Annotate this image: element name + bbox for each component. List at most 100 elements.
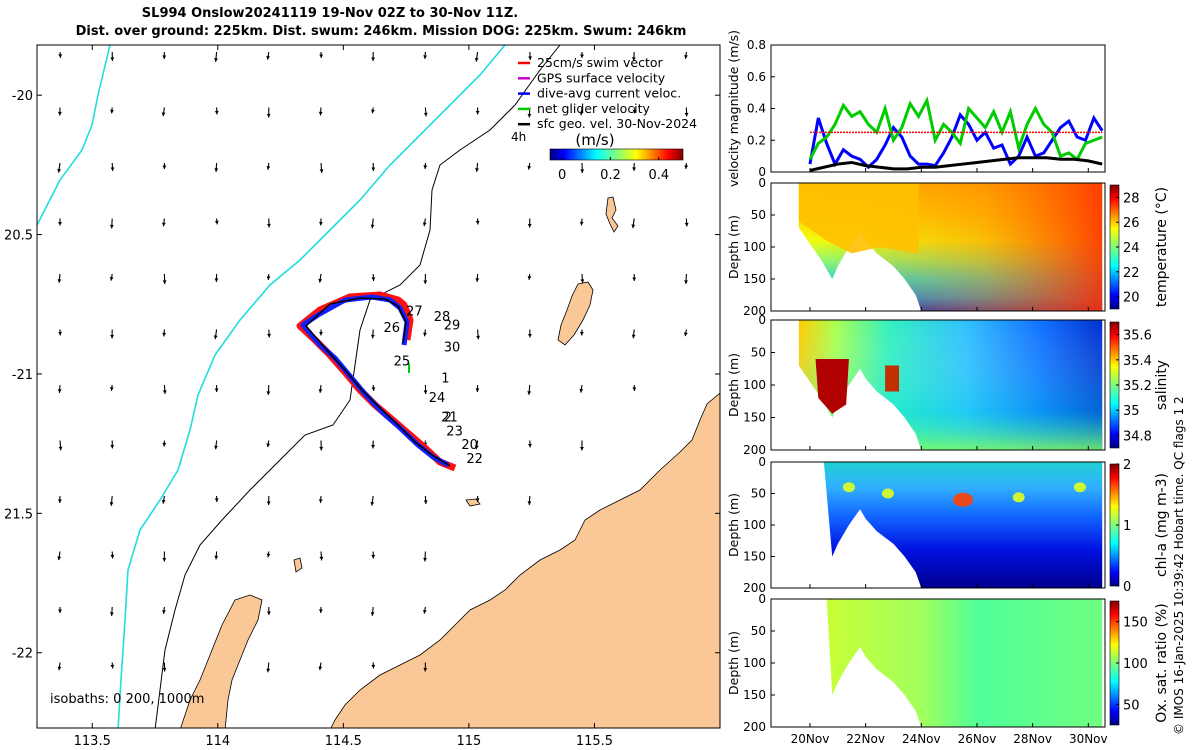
colorbar-tick-label: 2 xyxy=(1123,458,1131,473)
legend-entry: net glider velocity xyxy=(518,101,651,116)
velocity-arrow xyxy=(318,662,323,671)
velocity-arrow xyxy=(631,329,636,339)
depth-axis-label: Depth (m) xyxy=(726,215,741,279)
time-tick-label: 24Nov xyxy=(902,732,941,746)
velocity-arrow xyxy=(266,440,271,448)
time-series-panels: 0 0.2 0.4 0.6 0.8 velocity magnitude (m/s) 0 50… xyxy=(726,30,1170,746)
velocity-arrow xyxy=(474,440,479,450)
velocity-arrow xyxy=(579,107,584,116)
colorbar-tick-label: 34.8 xyxy=(1123,429,1152,444)
isobath-200m xyxy=(154,45,561,728)
velocity-arrow xyxy=(58,51,63,58)
legend-label: dive-avg current veloc. xyxy=(537,86,681,101)
glider-path-line xyxy=(305,297,451,467)
velocity-arrow xyxy=(684,218,689,227)
velocity-arrow xyxy=(58,440,63,451)
velocity-arrow xyxy=(214,273,219,283)
velocity-arrow xyxy=(214,384,219,393)
velocity-arrow xyxy=(684,162,689,169)
velocity-arrow xyxy=(162,551,167,562)
velocity-arrow xyxy=(423,329,427,337)
velocity-arrow xyxy=(110,440,115,449)
legend-label: GPS surface velocity xyxy=(537,70,666,85)
colorbar-tick-label: 0 xyxy=(1123,580,1131,595)
velocity-arrow xyxy=(580,273,585,283)
small-island-3 xyxy=(293,557,303,573)
map-x-tick-label: 114.5 xyxy=(325,734,362,749)
copyright-note: © IMOS 16-Jan-2025 10:39:42 Hobart time.… xyxy=(1172,396,1186,735)
small-island-cluster xyxy=(605,196,619,233)
chlorophyll-maximum-patch xyxy=(842,482,855,493)
velocity-arrow xyxy=(371,551,376,559)
map-y-tick-label: -22 xyxy=(12,647,33,662)
velocity-arrow xyxy=(528,51,532,60)
colorbar-tick-label: 22 xyxy=(1123,266,1140,281)
velocity-y-tick-label: 0.8 xyxy=(747,38,766,52)
track-day-label: 28 xyxy=(434,310,451,325)
velocity-arrow xyxy=(214,551,219,560)
colorbar-tick-label: 100 xyxy=(1123,657,1148,672)
velocity-arrow xyxy=(683,329,688,337)
depth-tick-label: 100 xyxy=(743,518,766,532)
legend-entry: sfc geo. vel. 30-Nov-2024 xyxy=(518,116,697,131)
velocity-arrow xyxy=(266,162,271,170)
depth-tick-label: 0 xyxy=(758,313,766,327)
velocity-arrow xyxy=(162,163,167,169)
depth-tick-label: 50 xyxy=(751,208,766,222)
velocity-arrow xyxy=(370,107,375,114)
depth-tick-label: 150 xyxy=(743,688,766,702)
velocity-arrow xyxy=(370,218,375,229)
track-day-label: 23 xyxy=(446,424,463,439)
velocity-arrow xyxy=(423,551,427,562)
velocity-arrow xyxy=(579,329,584,336)
chl-a-section-panel: 0 50 100 150 200 Depth (m) 0 1 2 chl-a (mg m-3) xyxy=(726,455,1170,595)
salinity-high-patch xyxy=(815,359,849,414)
velocity-arrow xyxy=(476,329,481,340)
velocity-arrow xyxy=(423,384,428,395)
track-day-label: 24 xyxy=(429,391,446,406)
oxygen-colorbar-label: Ox. sat. ratio (%) xyxy=(1154,603,1170,722)
velocity-arrow xyxy=(632,384,637,392)
velocity-y-tick-label: 0.4 xyxy=(747,102,766,116)
velocity-arrow xyxy=(684,273,688,284)
chart-title-line-1: SL994 Onslow20241119 19-Nov 02Z to 30-No… xyxy=(141,6,519,21)
mainland-landmass xyxy=(330,392,720,728)
velocity-arrow xyxy=(527,329,532,338)
scale-label: 4h xyxy=(511,130,526,144)
velocity-arrow xyxy=(214,107,219,115)
velocity-arrow xyxy=(527,273,532,280)
velocity-arrow xyxy=(57,162,62,173)
velocity-arrow xyxy=(371,273,376,281)
velocity-arrow xyxy=(371,662,376,669)
time-tick-label: 28Nov xyxy=(1013,732,1052,746)
depth-tick-label: 200 xyxy=(743,304,766,318)
colorbar-title: (m/s) xyxy=(575,131,614,149)
velocity-arrow xyxy=(109,384,114,391)
depth-tick-label: 150 xyxy=(743,272,766,286)
oxygen-section-panel: 0 50 100 150 200 Depth (m) 50 100 150 Ox. sat. ra… xyxy=(726,592,1170,734)
velocity-arrow xyxy=(57,384,62,393)
colorbar-tick-label: 24 xyxy=(1123,241,1140,256)
map-x-tick-label: 115.5 xyxy=(576,734,613,749)
chlorophyll-maximum-patch xyxy=(1073,482,1086,493)
depth-tick-label: 150 xyxy=(743,411,766,425)
depth-tick-label: 100 xyxy=(743,240,766,254)
velocity-arrow xyxy=(319,329,323,336)
time-axis: 20Nov 22Nov 24Nov 26Nov 28Nov 30Nov xyxy=(791,168,1108,746)
velocity-arrow xyxy=(109,218,114,229)
velocity-arrow xyxy=(110,107,114,114)
glider-track xyxy=(296,291,457,472)
velocity-arrow xyxy=(57,662,62,671)
velocity-arrow xyxy=(161,107,166,117)
colorbar-tick-label: 1 xyxy=(1123,519,1131,534)
legend-label: net glider velocity xyxy=(537,101,651,116)
velocity-arrow xyxy=(423,107,428,117)
velocity-arrow xyxy=(161,218,166,227)
map-y-tick-label: 20.5 xyxy=(4,229,33,244)
velocity-arrow xyxy=(632,273,637,282)
velocity-plot-area xyxy=(770,44,1106,173)
velocity-arrow xyxy=(631,218,636,229)
velocity-arrow xyxy=(423,162,428,170)
velocity-arrow xyxy=(162,606,166,614)
